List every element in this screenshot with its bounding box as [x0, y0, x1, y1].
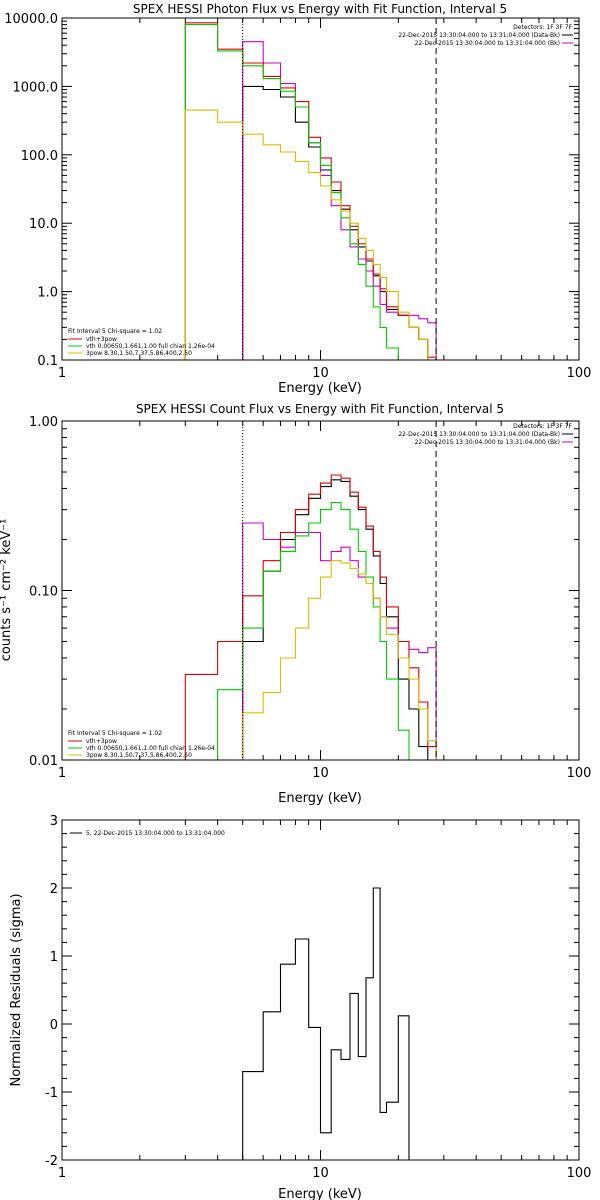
photon-y-tick-label: 100.0: [21, 149, 58, 164]
photon-series-background: [184, 41, 437, 360]
residuals-legend-text: 5, 22-Dec-2015 13:30:04.000 to 13:31:04.…: [86, 830, 225, 837]
count-y-tick-label: 1.00: [29, 415, 58, 430]
count-info-detectors: Detectors: 1F 3F 7F: [513, 423, 572, 430]
photon-chart-title: SPEX HESSI Photon Flux vs Energy with Fi…: [133, 2, 507, 16]
photon-x-tick-label: 10: [312, 366, 329, 381]
photon-y-tick-label: 10000.0: [4, 12, 58, 27]
residuals-x-axis-label: Energy (keV): [278, 1187, 362, 1200]
photon-legend: Fit Interval 5 Chi-square = 1.02 vth+3po…: [68, 328, 215, 357]
photon-y-tick-label: 10.0: [29, 217, 58, 232]
photon-info-block: Detectors: 1F 3F 7F 22-Dec-2015 13:30:04…: [398, 24, 573, 47]
count-series-vth3pow: [184, 474, 437, 760]
count-series-vth: [184, 502, 437, 760]
residuals-panel: 1 10 100 -2 -1 0 1 2 3 5, 22-Dec-2015 13:30:04.0…: [9, 814, 591, 1200]
count-legend-vth: vth 0.00650,1.661,1.00 full chian 1.26e-…: [86, 745, 215, 752]
photon-series-data: [184, 85, 437, 360]
photon-energy-limits: [242, 18, 437, 360]
photon-legend-vth: vth 0.00650,1.661,1.00 full chian 1.26e-…: [86, 343, 215, 350]
photon-flux-panel: SPEX HESSI Photon Flux vs Energy with Fi…: [4, 2, 591, 396]
photon-legend-3pow: 3pow 8.30,1.50,7.37,5.86,400,2.50: [86, 350, 192, 357]
residuals-y-tick-label: -2: [45, 1154, 58, 1169]
count-legend-total: vth+3pow: [86, 738, 117, 745]
count-info-data: 22-Dec-2015 13:30:04.000 to 13:31:04.000…: [398, 431, 560, 438]
photon-series-group: [184, 22, 437, 360]
count-y-axis-label: counts s⁻¹ cm⁻² keV⁻¹: [0, 519, 14, 662]
residuals-y-tick-label: 1: [50, 950, 58, 965]
photon-axis-ticks: 1 10 100 0.1 1.0 10.0 100.0 1000.0 10000.0: [4, 12, 591, 381]
count-legend: Fit Interval 5 Chi-square = 1.02 vth+3po…: [68, 730, 215, 759]
residuals-x-tick-label: 1: [58, 1166, 66, 1181]
count-flux-panel: SPEX HESSI Count Flux vs Energy with Fit…: [0, 402, 591, 806]
residuals-legend: 5, 22-Dec-2015 13:30:04.000 to 13:31:04.…: [70, 830, 225, 837]
count-plot-frame: [61, 420, 580, 761]
photon-plot-frame: [61, 17, 580, 361]
photon-series-3pow: [184, 109, 437, 360]
residuals-plot-frame: [61, 819, 580, 1161]
residuals-axis-ticks: 1 10 100 -2 -1 0 1 2 3: [45, 814, 591, 1181]
count-info-block: Detectors: 1F 3F 7F 22-Dec-2015 13:30:04…: [398, 423, 573, 446]
residuals-y-axis-label: Normalized Residuals (sigma): [9, 893, 24, 1086]
count-x-tick-label: 1: [58, 766, 66, 781]
photon-x-tick-label: 1: [58, 366, 66, 381]
photon-legend-total: vth+3pow: [86, 336, 117, 343]
residuals-y-tick-label: 0: [50, 1018, 58, 1033]
count-info-bk: 22-Dec-2015 13:30:04.000 to 13:31:04.000…: [415, 439, 560, 446]
photon-legend-title: Fit Interval 5 Chi-square = 1.02: [68, 328, 162, 335]
count-y-tick-label: 0.01: [29, 754, 58, 769]
residuals-y-tick-label: 3: [50, 814, 58, 829]
count-legend-title: Fit Interval 5 Chi-square = 1.02: [68, 730, 162, 737]
photon-series-vth: [184, 24, 437, 360]
residuals-y-tick-label: -1: [45, 1086, 58, 1101]
photon-series-vth3pow: [184, 22, 437, 360]
residuals-x-tick-label: 10: [312, 1166, 329, 1181]
residuals-x-tick-label: 100: [567, 1166, 592, 1181]
count-x-axis-label: Energy (keV): [278, 791, 362, 806]
photon-y-tick-label: 0.1: [37, 354, 58, 369]
count-series-group: [184, 474, 437, 760]
count-energy-limits: [242, 421, 437, 760]
residuals-y-tick-label: 2: [50, 882, 58, 897]
photon-y-tick-label: 1000.0: [13, 80, 59, 95]
photon-info-data: 22-Dec-2015 13:30:04.000 to 13:31:04.000…: [398, 32, 560, 39]
photon-x-axis-label: Energy (keV): [278, 381, 362, 396]
photon-x-tick-label: 100: [567, 366, 592, 381]
photon-y-tick-label: 1.0: [37, 286, 58, 301]
photon-info-detectors: Detectors: 1F 3F 7F: [513, 24, 572, 31]
residuals-series-data: [242, 887, 410, 1160]
count-legend-3pow: 3pow 8.30,1.50,7.37,5.86,400,2.50: [86, 752, 192, 759]
residuals-series-group: [242, 887, 410, 1160]
count-x-tick-label: 10: [312, 766, 329, 781]
photon-info-bk: 22-Dec-2015 13:30:04.000 to 13:31:04.000…: [415, 40, 560, 47]
count-series-3pow: [184, 560, 437, 760]
count-x-tick-label: 100: [567, 766, 592, 781]
count-chart-title: SPEX HESSI Count Flux vs Energy with Fit…: [136, 402, 504, 416]
count-y-tick-label: 0.10: [29, 585, 58, 600]
